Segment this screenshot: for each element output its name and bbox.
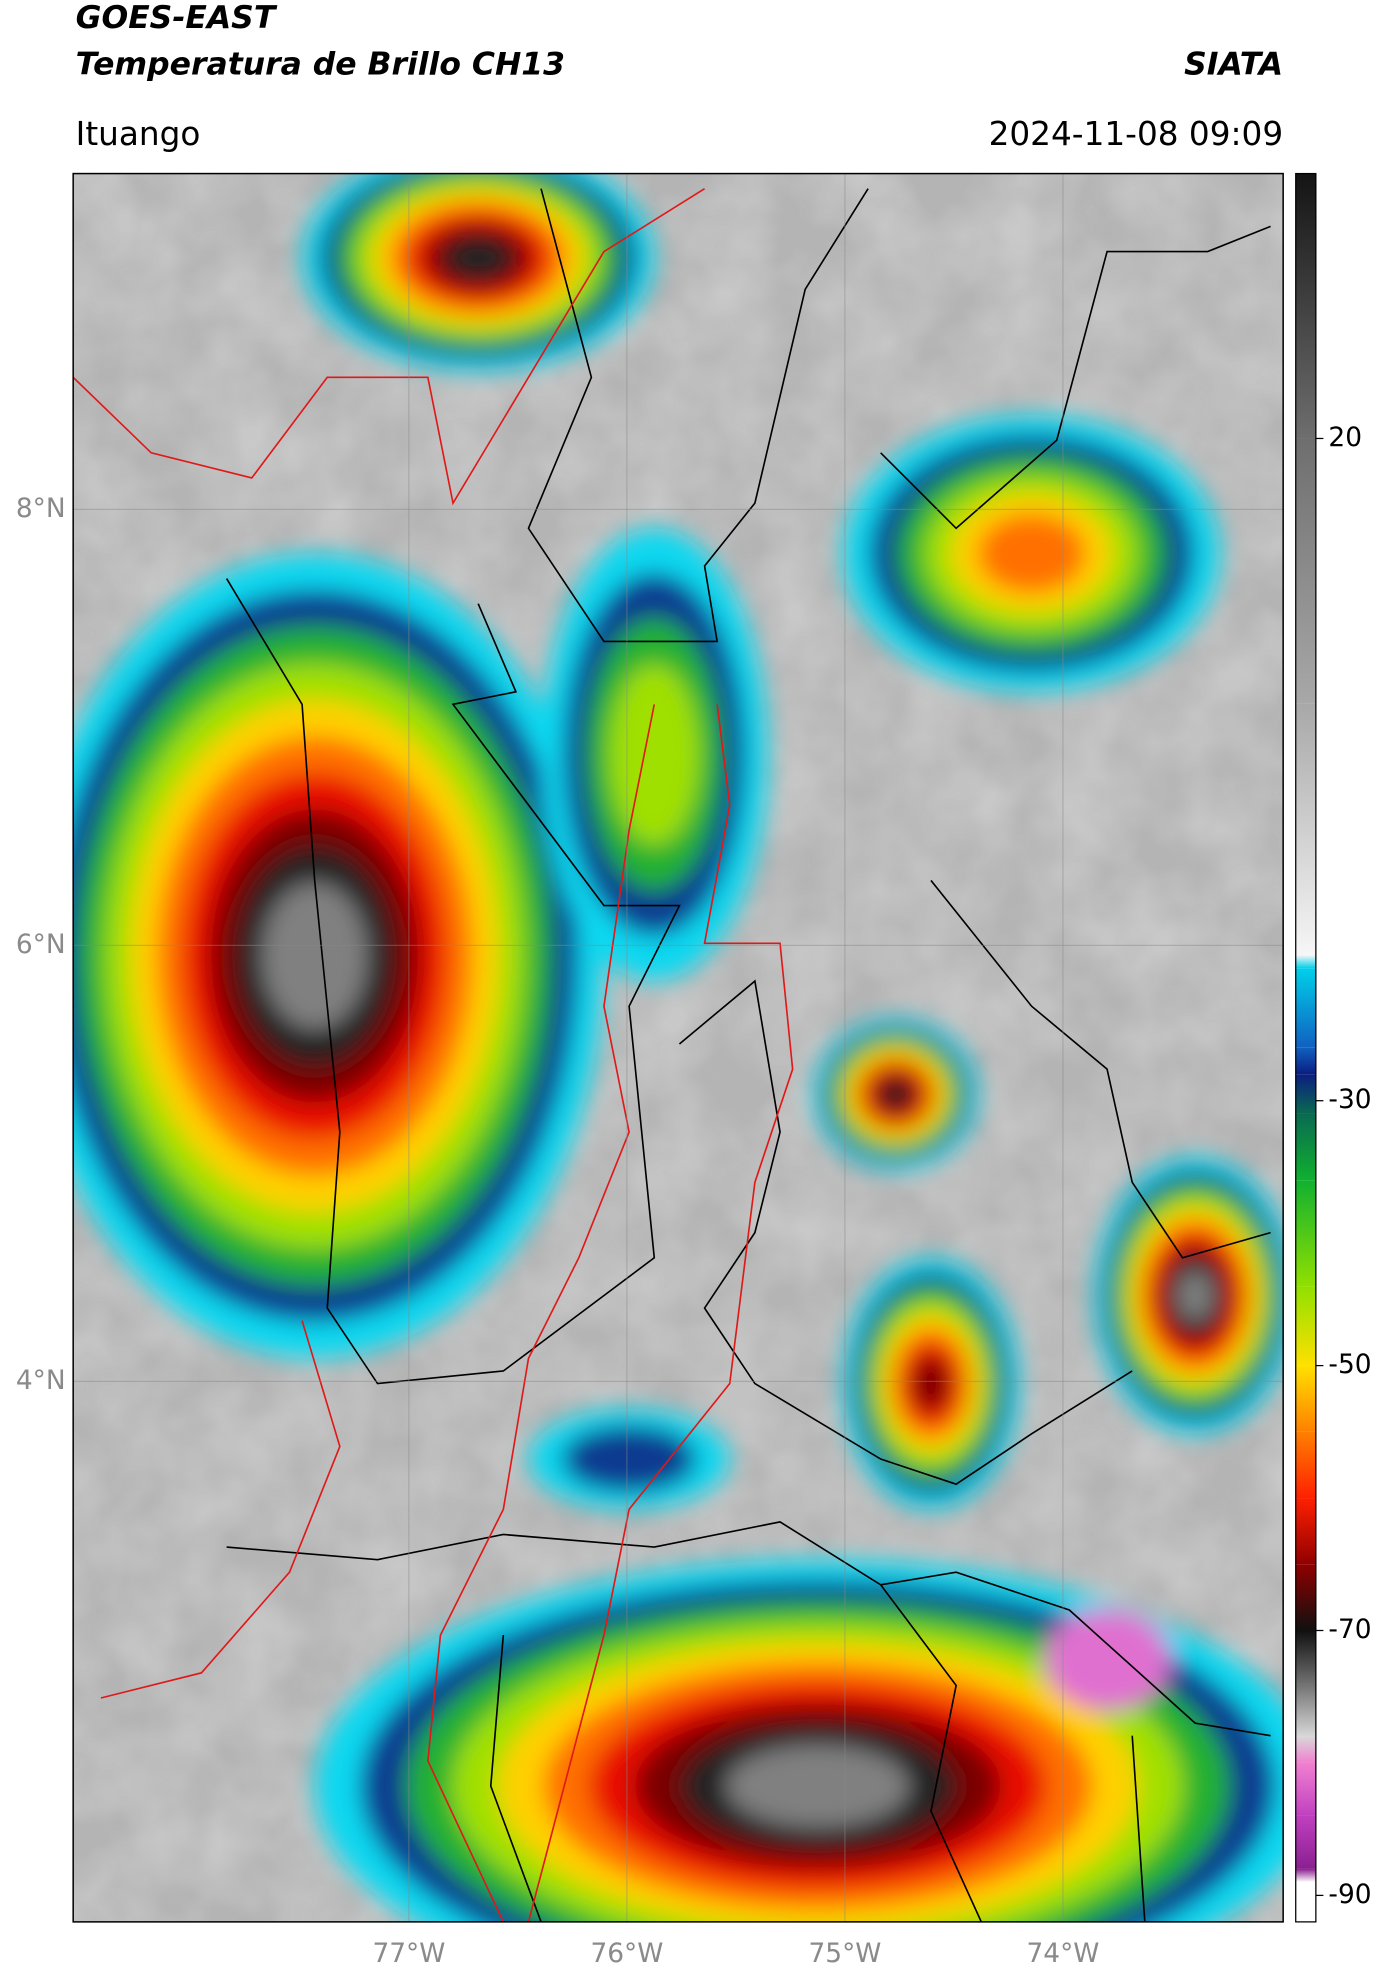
source: SIATA — [1184, 46, 1283, 82]
colorbar-tick-label: -50 — [1328, 1349, 1371, 1380]
red-borders — [73, 187, 794, 1922]
border — [880, 225, 1271, 530]
red-border — [427, 704, 656, 1922]
colorbar-segment — [1295, 438, 1316, 704]
border — [226, 1521, 1271, 1737]
colorbar-segment — [1295, 1630, 1316, 1684]
colorbar-segment — [1295, 1180, 1316, 1287]
map-frame — [72, 172, 1284, 1923]
colorbar-segment — [1295, 1047, 1316, 1075]
map — [73, 173, 1284, 1922]
cold-core — [1044, 1609, 1170, 1711]
colorbar-tick-label: -90 — [1328, 1879, 1371, 1910]
cloud-region — [879, 1079, 913, 1110]
border — [489, 1635, 542, 1922]
cloud-region — [608, 664, 700, 846]
cloud-region — [262, 882, 368, 1030]
cloud-region — [442, 235, 514, 281]
red-border — [527, 704, 794, 1922]
colorbar-segment — [1295, 968, 1316, 1048]
title-line2: Temperatura de Brillo CH13 — [76, 46, 565, 82]
colorbar-segment — [1295, 1815, 1316, 1869]
lat-tick-label: 8°N — [16, 493, 66, 524]
border — [880, 1584, 983, 1922]
border — [930, 879, 1271, 1259]
colorbar-segment — [1295, 1365, 1316, 1432]
border — [527, 188, 869, 643]
lon-tick-label: 77°W — [372, 1938, 445, 1969]
lon-tick-label: 75°W — [808, 1938, 881, 1969]
colorbar-frame — [1295, 172, 1317, 1923]
colorbar-tick-label: 20 — [1328, 422, 1362, 453]
colorbar-segment — [1295, 1498, 1316, 1565]
colorbar-segment — [1295, 1762, 1316, 1816]
colorbar-segment — [1295, 1882, 1316, 1922]
colorbar-segment — [1295, 1286, 1316, 1366]
red-border — [100, 1320, 341, 1699]
border — [1131, 1735, 1146, 1922]
cloud-region — [726, 1744, 910, 1828]
colorbar-segment — [1295, 1431, 1316, 1499]
red-border — [73, 187, 706, 506]
colorbar-segment — [1295, 1683, 1316, 1737]
cloud-region — [1176, 1270, 1214, 1321]
lon-tick-label: 76°W — [590, 1938, 663, 1969]
border — [678, 979, 1133, 1486]
borders — [225, 188, 1271, 1922]
storm-layer — [73, 173, 1284, 1922]
location: Ituango — [76, 115, 201, 153]
border — [225, 578, 681, 1385]
colorbar-segment — [1295, 1113, 1316, 1181]
colorbar-segment — [1295, 1074, 1316, 1114]
colorbar-segment — [1295, 955, 1316, 969]
title-line1: GOES-EAST — [76, 0, 278, 36]
cloud-region — [977, 513, 1086, 593]
lat-tick-label: 4°N — [16, 1365, 66, 1396]
colorbar-tick-label: -70 — [1328, 1614, 1371, 1645]
cloud-region — [911, 1355, 951, 1412]
colorbar-segment — [1295, 173, 1316, 439]
colorbar-tick-label: -30 — [1328, 1084, 1371, 1115]
colorbar-segment — [1295, 1868, 1316, 1883]
colorbar-segment — [1295, 1564, 1316, 1631]
lon-tick-label: 74°W — [1026, 1938, 1099, 1969]
colorbar-segment — [1295, 703, 1316, 956]
datetime: 2024-11-08 09:09 — [989, 115, 1284, 153]
colorbar-segment — [1295, 1736, 1316, 1763]
graticule — [73, 173, 1284, 1922]
lat-tick-label: 6°N — [16, 929, 66, 960]
cloud-region — [562, 1425, 697, 1493]
colorbar — [1295, 173, 1316, 1922]
